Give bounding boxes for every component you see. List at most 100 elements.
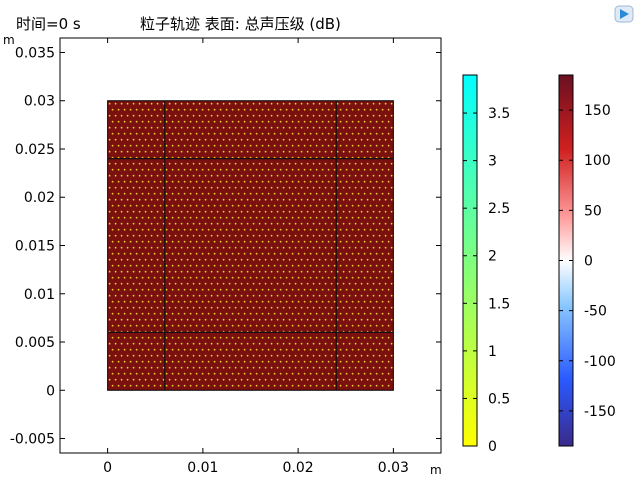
particle bbox=[285, 144, 288, 147]
particle bbox=[201, 120, 204, 123]
particle bbox=[183, 120, 186, 123]
particle bbox=[243, 324, 246, 327]
particle bbox=[348, 318, 351, 321]
particle bbox=[108, 378, 111, 381]
particle bbox=[312, 366, 315, 369]
particle bbox=[264, 150, 267, 153]
particle bbox=[273, 192, 276, 195]
particle bbox=[135, 180, 138, 183]
particle bbox=[147, 360, 150, 363]
particle bbox=[372, 186, 375, 189]
particle bbox=[273, 324, 276, 327]
particle bbox=[144, 342, 147, 345]
particle bbox=[297, 324, 300, 327]
particle bbox=[195, 336, 198, 339]
particle bbox=[123, 192, 126, 195]
particle bbox=[306, 186, 309, 189]
particle bbox=[201, 288, 204, 291]
particle bbox=[360, 306, 363, 309]
particle bbox=[171, 336, 174, 339]
particle bbox=[114, 210, 117, 213]
particle bbox=[237, 276, 240, 279]
particle bbox=[261, 336, 264, 339]
particle bbox=[276, 150, 279, 153]
particle bbox=[327, 324, 330, 327]
particle bbox=[333, 228, 336, 231]
particle bbox=[123, 348, 126, 351]
particle bbox=[174, 270, 177, 273]
particle bbox=[192, 210, 195, 213]
particle bbox=[132, 162, 135, 165]
particle bbox=[144, 258, 147, 261]
particle bbox=[384, 174, 387, 177]
particle bbox=[204, 270, 207, 273]
particle bbox=[228, 138, 231, 141]
particle bbox=[108, 318, 111, 321]
particle bbox=[294, 294, 297, 297]
particle bbox=[282, 366, 285, 369]
particle bbox=[114, 138, 117, 141]
particle bbox=[117, 288, 120, 291]
particle bbox=[372, 234, 375, 237]
particle bbox=[273, 108, 276, 111]
particle bbox=[261, 300, 264, 303]
particle bbox=[306, 234, 309, 237]
particle bbox=[327, 204, 330, 207]
particle bbox=[312, 222, 315, 225]
particle bbox=[192, 102, 195, 105]
particle bbox=[108, 294, 111, 297]
particle bbox=[126, 258, 129, 261]
particle bbox=[228, 342, 231, 345]
particle bbox=[336, 306, 339, 309]
particle bbox=[195, 192, 198, 195]
axis-ticks: 0 0.01 0.02 0.03-0.00500.0050.010.0150.020.… bbox=[10, 38, 441, 476]
particle bbox=[279, 240, 282, 243]
particle bbox=[108, 258, 111, 261]
particle bbox=[384, 318, 387, 321]
particle bbox=[258, 138, 261, 141]
particle bbox=[207, 228, 210, 231]
x-axis-unit: m bbox=[430, 463, 442, 477]
particle bbox=[246, 150, 249, 153]
particle bbox=[327, 264, 330, 267]
particle bbox=[279, 120, 282, 123]
particle bbox=[240, 282, 243, 285]
particle bbox=[264, 210, 267, 213]
particle bbox=[345, 204, 348, 207]
particle bbox=[309, 204, 312, 207]
particle bbox=[369, 192, 372, 195]
particle bbox=[342, 234, 345, 237]
particle bbox=[111, 144, 114, 147]
particle bbox=[120, 186, 123, 189]
particle bbox=[330, 294, 333, 297]
particle bbox=[261, 204, 264, 207]
particle bbox=[345, 264, 348, 267]
particle bbox=[267, 252, 270, 255]
particle bbox=[312, 150, 315, 153]
particle bbox=[369, 324, 372, 327]
particle bbox=[333, 360, 336, 363]
particle bbox=[390, 198, 393, 201]
particle bbox=[348, 234, 351, 237]
particle bbox=[267, 276, 270, 279]
particle bbox=[138, 162, 141, 165]
particle bbox=[213, 132, 216, 135]
particle bbox=[246, 378, 249, 381]
x-tick-label: 0.03 bbox=[378, 460, 409, 476]
particle bbox=[228, 258, 231, 261]
particle bbox=[348, 294, 351, 297]
particle bbox=[357, 288, 360, 291]
particle bbox=[384, 198, 387, 201]
play-button-icon[interactable] bbox=[614, 5, 634, 23]
particle bbox=[300, 342, 303, 345]
particle bbox=[291, 264, 294, 267]
particle bbox=[294, 258, 297, 261]
particle bbox=[276, 222, 279, 225]
particle bbox=[306, 198, 309, 201]
particle bbox=[255, 384, 258, 387]
particle bbox=[333, 384, 336, 387]
particle bbox=[147, 276, 150, 279]
particle bbox=[159, 132, 162, 135]
particle bbox=[162, 366, 165, 369]
particle bbox=[294, 126, 297, 129]
